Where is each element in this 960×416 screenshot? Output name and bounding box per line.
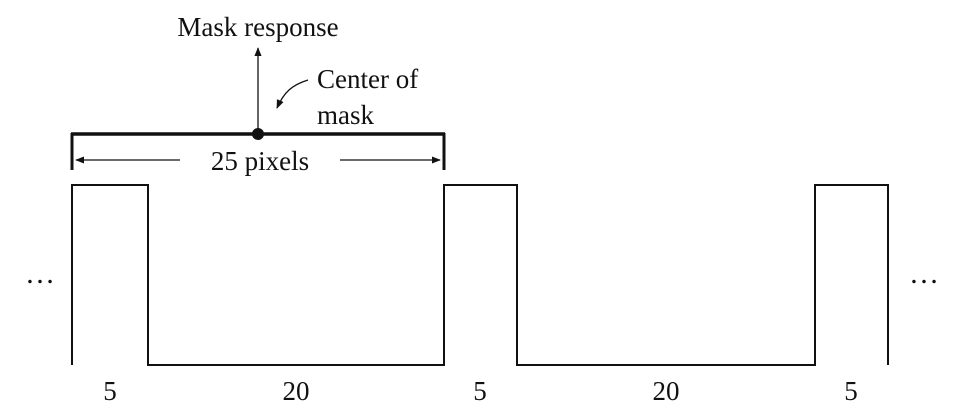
- right-ellipsis: …: [909, 257, 939, 290]
- center-callout-leader: [276, 79, 309, 109]
- segment-label: 5: [103, 376, 117, 406]
- segment-label: 5: [473, 376, 487, 406]
- mask-center-dot: [252, 128, 264, 140]
- segment-label: 20: [283, 376, 310, 406]
- mask-label: mask: [317, 100, 374, 130]
- center-of-label: Center of: [317, 64, 418, 94]
- left-ellipsis: …: [25, 257, 55, 290]
- mask-response-label: Mask response: [177, 12, 338, 42]
- square-wave-signal: [71, 184, 889, 366]
- segment-label: 5: [844, 376, 858, 406]
- width-label: 25 pixels: [211, 146, 309, 176]
- segment-label: 20: [653, 376, 680, 406]
